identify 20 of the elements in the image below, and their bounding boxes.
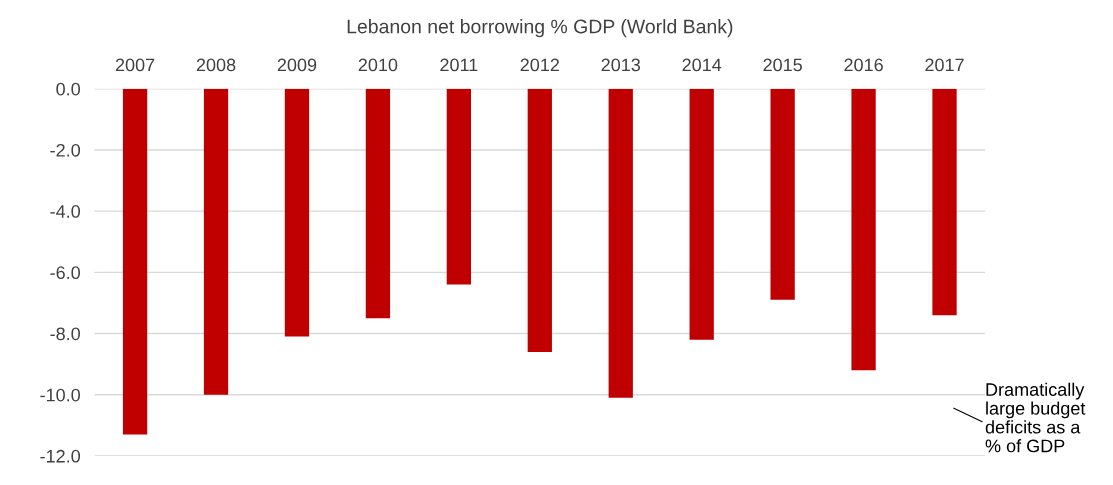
x-tick-label: 2015 bbox=[763, 58, 802, 72]
x-tick-label: 2007 bbox=[115, 58, 155, 72]
x-tick-label: 2011 bbox=[440, 58, 478, 72]
x-tick-label: 2010 bbox=[358, 58, 398, 72]
y-tick-label: -4.0 bbox=[50, 205, 81, 218]
x-tick-label: 2017 bbox=[925, 58, 964, 72]
y-tick-label: -12.0 bbox=[40, 449, 81, 463]
chart-title: Lebanon net borrowing % GDP (World Bank) bbox=[347, 19, 733, 38]
x-tick-label: 2016 bbox=[844, 58, 883, 72]
x-tick-label: 2009 bbox=[277, 58, 317, 72]
y-tick-label: -6.0 bbox=[50, 266, 81, 280]
x-tick-label: 2012 bbox=[520, 58, 559, 72]
x-tick-label: 2014 bbox=[682, 58, 722, 72]
y-tick-label: 0.0 bbox=[56, 82, 81, 96]
x-tick-label: 2008 bbox=[196, 58, 236, 72]
text: Dramatically large budget deficits as a % of GDP bbox=[985, 382, 1086, 453]
x-tick-label: 2013 bbox=[601, 58, 641, 72]
y-tick-label: -10.0 bbox=[40, 388, 81, 402]
y-tick-label: -2.0 bbox=[50, 143, 81, 157]
y-tick-label: -8.0 bbox=[50, 327, 81, 341]
